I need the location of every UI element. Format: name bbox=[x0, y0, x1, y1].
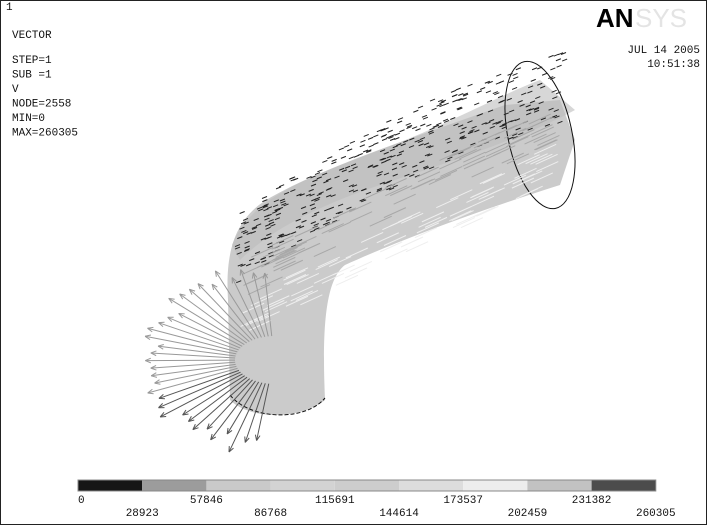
info-line: MIN=0 bbox=[12, 113, 45, 125]
legend-swatch bbox=[592, 480, 656, 491]
info-line: STEP=1 bbox=[12, 55, 52, 67]
legend-label: 57846 bbox=[190, 495, 223, 507]
legend-label: 260305 bbox=[636, 508, 676, 520]
logo-strong: AN bbox=[596, 3, 634, 33]
legend-swatch bbox=[463, 480, 527, 491]
ansys-window: 1 VECTOR STEP=1 SUB =1 V NODE=2558 MIN=0 MAX=… bbox=[0, 0, 707, 525]
plot-type: VECTOR bbox=[12, 30, 52, 42]
date: JUL 14 2005 bbox=[627, 45, 700, 57]
time: 10:51:38 bbox=[647, 59, 700, 71]
page: 1 VECTOR STEP=1 SUB =1 V NODE=2558 MIN=0 MAX=… bbox=[0, 0, 707, 525]
info-line: SUB =1 bbox=[12, 70, 52, 82]
legend-swatch bbox=[271, 480, 335, 491]
legend-swatch bbox=[527, 480, 591, 491]
legend-label: 144614 bbox=[379, 508, 419, 520]
legend-swatch bbox=[142, 480, 206, 491]
legend-label: 28923 bbox=[126, 508, 159, 520]
legend-swatch bbox=[335, 480, 399, 491]
info-line: V bbox=[12, 84, 19, 96]
legend-swatch bbox=[399, 480, 463, 491]
legend-swatch bbox=[206, 480, 270, 491]
frame bbox=[1, 1, 707, 525]
legend-label: 173537 bbox=[443, 495, 483, 507]
legend-swatch bbox=[78, 480, 142, 491]
info-line: MAX=260305 bbox=[12, 128, 78, 140]
legend-label: 0 bbox=[78, 495, 85, 507]
logo-faint: SYS bbox=[635, 3, 687, 33]
legend-label: 231382 bbox=[572, 495, 612, 507]
window-number: 1 bbox=[6, 2, 13, 14]
legend-label: 86768 bbox=[254, 508, 287, 520]
legend-label: 202459 bbox=[508, 508, 548, 520]
legend-label: 115691 bbox=[315, 495, 355, 507]
info-line: NODE=2558 bbox=[12, 99, 71, 111]
